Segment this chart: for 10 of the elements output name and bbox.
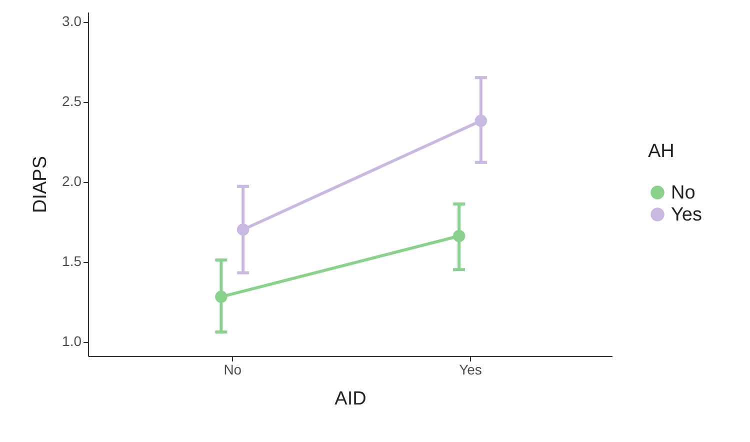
y-axis-title: DIAPS xyxy=(30,156,52,214)
y-tick-label: 3.0 xyxy=(62,13,82,30)
legend-title: AH xyxy=(648,141,674,162)
legend-label: No xyxy=(671,182,696,204)
y-tick-label: 2.5 xyxy=(62,93,82,110)
legend-label: Yes xyxy=(671,204,702,226)
y-tick-label: 1.5 xyxy=(62,253,82,270)
y-tick-label: 2.0 xyxy=(62,173,82,190)
x-axis-title: AID xyxy=(334,388,366,410)
y-tick-label: 1.0 xyxy=(62,333,82,350)
